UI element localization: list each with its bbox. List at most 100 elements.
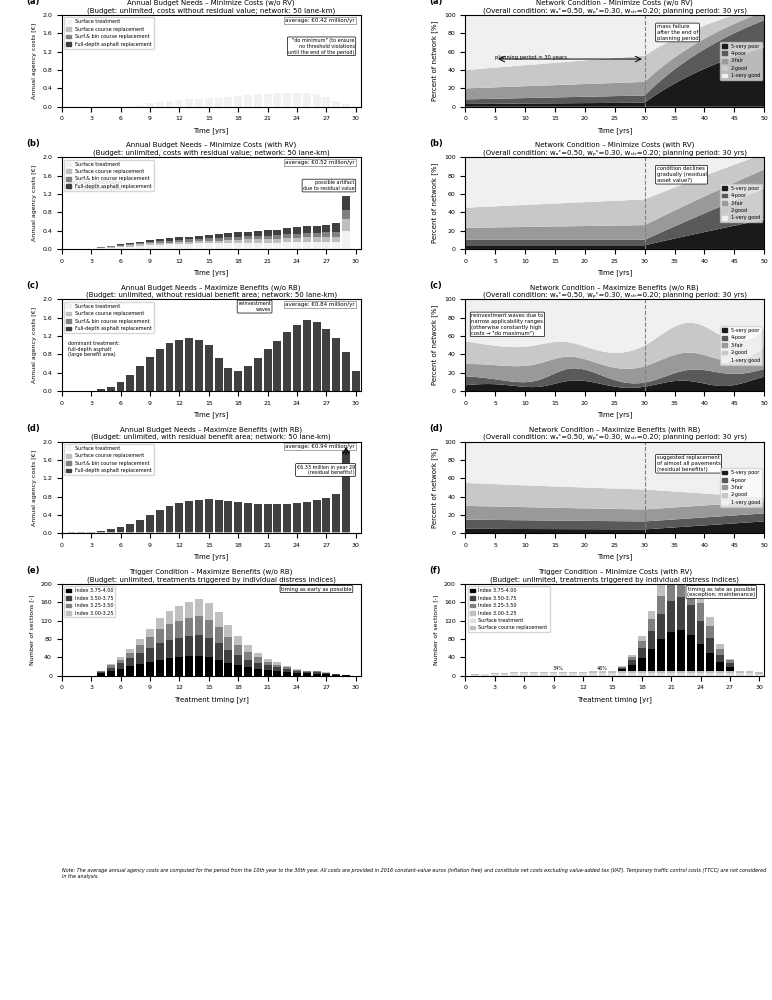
Bar bbox=[323, 329, 330, 391]
Bar bbox=[273, 662, 281, 665]
Bar bbox=[273, 239, 281, 243]
Bar bbox=[185, 242, 193, 244]
Bar bbox=[716, 644, 724, 649]
Text: (c): (c) bbox=[429, 281, 442, 290]
Bar bbox=[254, 358, 262, 391]
Bar bbox=[273, 667, 281, 671]
Bar bbox=[608, 671, 616, 673]
Bar bbox=[127, 658, 134, 666]
Bar bbox=[530, 672, 538, 673]
Bar bbox=[166, 238, 174, 241]
Bar bbox=[264, 239, 272, 243]
Bar bbox=[756, 674, 764, 676]
Bar bbox=[667, 560, 675, 577]
Bar bbox=[264, 670, 272, 676]
Bar bbox=[146, 648, 154, 662]
Bar bbox=[273, 93, 281, 107]
Bar bbox=[303, 233, 310, 237]
Bar bbox=[205, 345, 213, 391]
Bar bbox=[638, 658, 645, 671]
X-axis label: Treatment timing [yr]: Treatment timing [yr] bbox=[577, 696, 652, 703]
Bar bbox=[244, 366, 252, 391]
Bar bbox=[234, 96, 242, 107]
Bar bbox=[156, 102, 164, 107]
Bar bbox=[696, 644, 705, 671]
Bar bbox=[667, 673, 675, 676]
Bar bbox=[293, 242, 301, 249]
Bar bbox=[746, 671, 753, 673]
Bar bbox=[598, 673, 607, 676]
Bar bbox=[107, 248, 115, 249]
Bar bbox=[234, 243, 242, 249]
Bar bbox=[677, 550, 685, 571]
X-axis label: Time [yrs]: Time [yrs] bbox=[597, 554, 632, 560]
Bar bbox=[146, 103, 154, 107]
Title: Annual Budget Needs – Maximize Benefits (with RB)
(Budget: unlimited, with resid: Annual Budget Needs – Maximize Benefits … bbox=[91, 426, 331, 440]
Bar bbox=[254, 657, 262, 663]
Bar bbox=[569, 672, 577, 673]
Bar bbox=[579, 673, 587, 676]
Bar bbox=[254, 236, 262, 239]
Bar bbox=[342, 352, 350, 391]
Bar bbox=[716, 655, 724, 662]
Text: (b): (b) bbox=[429, 139, 443, 148]
Bar bbox=[234, 636, 242, 645]
Bar bbox=[273, 235, 281, 239]
Text: (f): (f) bbox=[429, 566, 441, 575]
Text: (d): (d) bbox=[429, 424, 443, 433]
Text: average: €0.42 million/yr: average: €0.42 million/yr bbox=[285, 18, 354, 23]
Title: Network Condition – Maximize Benefits (with RB)
(Overall condition: wₐᶜ=0.50, wₚ: Network Condition – Maximize Benefits (w… bbox=[482, 426, 747, 440]
Bar bbox=[225, 663, 232, 676]
Bar bbox=[677, 673, 685, 676]
Bar bbox=[667, 577, 675, 601]
Bar bbox=[175, 240, 183, 242]
Bar bbox=[510, 673, 518, 676]
Bar bbox=[136, 366, 144, 391]
Legend: 5-very poor, 4-poor, 3-fair, 2-good, 1-very good: 5-very poor, 4-poor, 3-fair, 2-good, 1-v… bbox=[720, 42, 762, 80]
Bar bbox=[244, 95, 252, 107]
Bar bbox=[175, 237, 183, 240]
Bar bbox=[283, 228, 291, 234]
Bar bbox=[107, 387, 115, 391]
Bar bbox=[127, 653, 134, 658]
Bar bbox=[225, 625, 232, 637]
Bar bbox=[185, 239, 193, 242]
Bar bbox=[195, 241, 203, 243]
Bar bbox=[687, 671, 695, 673]
Bar bbox=[283, 238, 291, 242]
Bar bbox=[166, 343, 174, 391]
Legend: Surface treatment, Surface course replacement, Surf.& bin course replacement, Fu: Surface treatment, Surface course replac… bbox=[64, 444, 154, 475]
Bar bbox=[560, 672, 567, 673]
Bar bbox=[352, 371, 360, 391]
Bar bbox=[166, 640, 174, 658]
Bar bbox=[166, 243, 174, 244]
Bar bbox=[293, 671, 301, 673]
Bar bbox=[127, 243, 134, 244]
Bar bbox=[658, 673, 665, 676]
Bar bbox=[107, 671, 115, 676]
Bar bbox=[254, 504, 262, 532]
Bar bbox=[185, 237, 193, 239]
Bar bbox=[195, 239, 203, 241]
Bar bbox=[638, 648, 645, 658]
Bar bbox=[195, 340, 203, 391]
Bar bbox=[185, 244, 193, 249]
Bar bbox=[658, 596, 665, 614]
Bar bbox=[244, 652, 252, 660]
Text: possible artifact
due to residual value: possible artifact due to residual value bbox=[303, 180, 354, 191]
Bar bbox=[117, 382, 124, 391]
Bar bbox=[313, 242, 320, 249]
Bar bbox=[117, 660, 124, 663]
Bar bbox=[215, 660, 222, 676]
Bar bbox=[225, 650, 232, 663]
Bar bbox=[175, 638, 183, 657]
Bar bbox=[716, 649, 724, 655]
Bar bbox=[215, 500, 222, 532]
Bar bbox=[205, 657, 213, 676]
Bar bbox=[107, 529, 115, 532]
Bar bbox=[175, 242, 183, 244]
Bar bbox=[195, 635, 203, 656]
Bar bbox=[677, 671, 685, 673]
Bar bbox=[215, 243, 222, 249]
Bar bbox=[175, 503, 183, 532]
